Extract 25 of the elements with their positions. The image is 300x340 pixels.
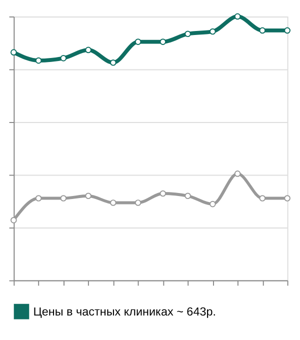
- point: [85, 46, 92, 54]
- legend-label: Цены в частных клиниках ~ 643р.: [33, 305, 216, 318]
- point: [110, 59, 116, 66]
- point: [10, 49, 17, 56]
- point: [210, 200, 216, 208]
- point: [160, 38, 166, 45]
- point: [234, 13, 241, 20]
- point: [60, 195, 67, 202]
- point: [234, 170, 241, 177]
- point: [259, 195, 266, 202]
- point: [160, 190, 166, 197]
- point: [134, 38, 142, 45]
- point: [284, 195, 290, 202]
- point: [60, 54, 67, 62]
- point: [184, 30, 191, 38]
- point: [10, 216, 17, 224]
- point: [35, 57, 42, 64]
- point: [134, 200, 142, 206]
- point: [259, 27, 266, 34]
- point: [210, 28, 216, 35]
- point: [35, 195, 42, 202]
- point: [85, 192, 92, 200]
- point: [184, 192, 191, 200]
- point: [110, 200, 116, 206]
- point: [284, 27, 290, 34]
